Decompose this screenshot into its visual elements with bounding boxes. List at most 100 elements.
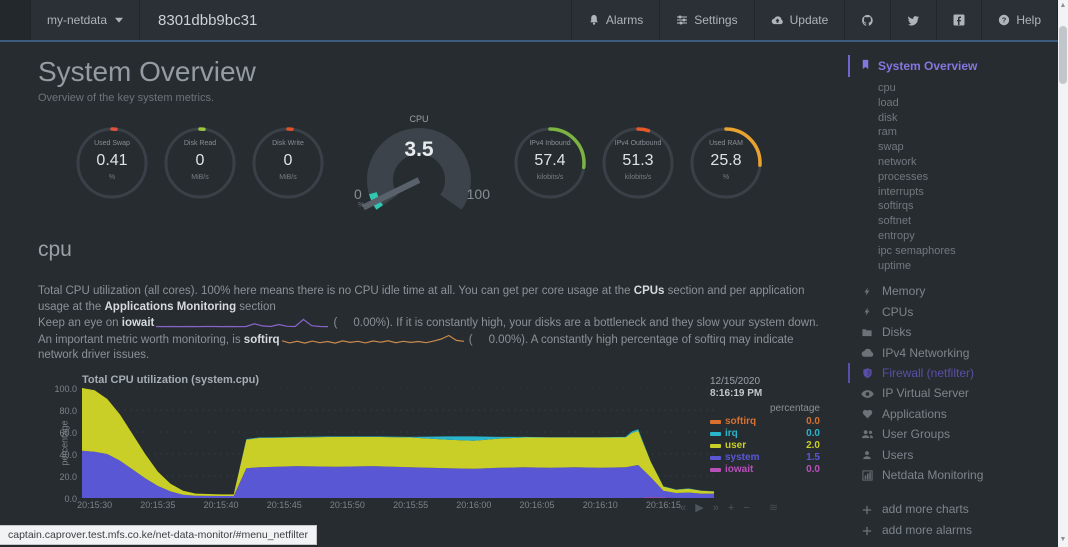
zoom-in-icon[interactable]: +: [727, 501, 735, 514]
settings-button[interactable]: Settings: [659, 0, 753, 40]
softirq-label: softirq: [243, 333, 280, 346]
chart-plot-area[interactable]: percentage 0.0 20.0 40.0 60.0 80.0 100.0 20:15…: [54, 384, 714, 510]
sidebar-item-user-groups[interactable]: User Groups: [848, 424, 1054, 444]
hostname[interactable]: 8301dbb9bc31: [139, 0, 275, 40]
legend-row-system[interactable]: system 1.5: [710, 452, 820, 464]
alarms-button[interactable]: Alarms: [570, 0, 659, 40]
ipv4-outbound-ring: [602, 127, 674, 199]
sidebar-item-memory[interactable]: Memory: [848, 281, 1054, 301]
legend-row-softirq[interactable]: softirq 0.0: [710, 416, 820, 428]
sidebar-subitem-softnet[interactable]: softnet: [878, 215, 912, 228]
svg-text:?: ?: [1002, 16, 1007, 25]
twitter-button[interactable]: [890, 0, 936, 40]
sidebar-subitem-disk[interactable]: disk: [878, 111, 898, 124]
sidebar-subitem-swap[interactable]: swap: [878, 141, 904, 154]
sidebar-item-applications[interactable]: Applications: [848, 404, 1054, 424]
sidebar-subitem-uptime[interactable]: uptime: [878, 259, 912, 272]
gauge-value: 57.4: [534, 152, 566, 169]
legend-swatch: [710, 455, 721, 460]
scroll-up-icon[interactable]: ▲: [1059, 2, 1067, 9]
x-tick-label: 20:16:00: [456, 499, 492, 510]
legend-row-user[interactable]: user 2.0: [710, 440, 820, 452]
gauge-used-ram[interactable]: Used RAM 25.8%: [682, 112, 770, 216]
sidebar-subitem-ipc-semaphores[interactable]: ipc semaphores: [878, 244, 956, 257]
sidebar-action-add-more-charts[interactable]: add more charts: [848, 499, 1054, 520]
scrollbar-thumb[interactable]: [1059, 26, 1067, 84]
gauge-unit: MiB/s: [191, 174, 209, 181]
legend-row-irq[interactable]: irq 0.0: [710, 428, 820, 440]
sidebar-subitem-processes[interactable]: processes: [878, 170, 929, 183]
forward-icon[interactable]: »: [712, 501, 719, 514]
y-tick-label: 0.0: [64, 493, 77, 504]
gauge-cpu[interactable]: CPU 3.5 0 100%: [344, 112, 494, 216]
gauge-value: 25.8: [710, 152, 742, 169]
question-icon: ?: [998, 14, 1010, 26]
update-button[interactable]: Update: [753, 0, 845, 40]
applications-monitoring-link[interactable]: Applications Monitoring: [104, 300, 237, 313]
gauge-ipv4-outbound[interactable]: IPv4 Outbound 51.3 kilobits/s: [594, 112, 682, 216]
scroll-down-icon[interactable]: ▼: [1059, 536, 1067, 543]
status-link-preview: captain.caprover.test.mfs.co.ke/net-data…: [0, 525, 317, 545]
disk-write-ring: [252, 127, 324, 199]
sidebar-action-add-more-alarms[interactable]: add more alarms: [848, 520, 1054, 541]
github-button[interactable]: [844, 0, 890, 40]
cpu-gauge-dial: [362, 127, 471, 211]
sidebar-item-ip-virtual-server[interactable]: IP Virtual Server: [848, 383, 1054, 403]
legend-series-name: irq: [725, 428, 738, 439]
y-tick-label: 20.0: [59, 471, 77, 482]
gauge-disk-write[interactable]: Disk Write 0 MiB/s: [244, 112, 332, 216]
legend-row-iowait[interactable]: iowait 0.0: [710, 464, 820, 476]
page-scrollbar[interactable]: ▲ ▼: [1058, 0, 1068, 547]
gauge-min: 0: [354, 186, 362, 202]
facebook-button[interactable]: [936, 0, 981, 40]
cpus-link[interactable]: CPUs: [633, 285, 665, 297]
legend-series-value: 2.0: [806, 440, 820, 451]
sidebar-item-cpus[interactable]: CPUs: [848, 302, 1054, 322]
play-icon[interactable]: ▶: [695, 501, 704, 514]
cpu-utilization-chart[interactable]: Total CPU utilization (system.cpu) perce…: [38, 374, 820, 516]
sidebar-subitem-softirqs[interactable]: softirqs: [878, 200, 914, 213]
x-tick-label: 20:15:45: [266, 499, 302, 510]
sidebar-nav: System Overview cpu load disk ram swap networ…: [848, 55, 1054, 541]
system-overview-label: System Overview: [878, 59, 978, 73]
gauge-value: 0.41: [96, 152, 128, 169]
x-tick-label: 20:15:30: [77, 499, 113, 510]
cpu-desc-text: section and per application usage at the: [38, 285, 805, 313]
sidebar-subitem-entropy[interactable]: entropy: [878, 229, 915, 242]
gauge-title: Disk Read: [183, 140, 217, 147]
sidebar-item-system-overview[interactable]: System Overview: [848, 55, 1054, 77]
chart-legend: 12/15/2020 8:16:19 PM percentage softirq…: [710, 376, 820, 476]
rewind-icon[interactable]: «: [680, 501, 687, 514]
sidebar-subitem-ram[interactable]: ram: [878, 126, 897, 139]
sidebar-subitem-cpu[interactable]: cpu: [878, 82, 896, 94]
github-icon: [861, 14, 874, 27]
sidebar-subitem-load[interactable]: load: [878, 96, 899, 109]
sidebar-item-firewall-netfilter-[interactable]: Firewall (netfilter): [848, 362, 1054, 384]
cpu-description: Total CPU utilization (all cores). 100% …: [38, 284, 820, 315]
gauge-value: 0: [283, 152, 293, 169]
sidebar-subitem-interrupts[interactable]: interrupts: [878, 185, 924, 198]
iowait-label: iowait: [121, 317, 155, 329]
caret-down-icon: [115, 17, 124, 23]
zoom-out-icon[interactable]: −: [743, 501, 750, 514]
gauge-value: 51.3: [622, 152, 654, 169]
sidebar-item-ipv4-networking[interactable]: IPv4 Networking: [848, 343, 1054, 363]
update-label: Update: [789, 13, 829, 27]
help-button[interactable]: ? Help: [981, 0, 1058, 40]
sidebar-item-label: IPv4 Networking: [882, 345, 970, 360]
gauge-disk-read[interactable]: Disk Read 0 MiB/s: [156, 112, 244, 216]
sidebar-item-users[interactable]: Users: [848, 445, 1054, 465]
my-netdata-menu[interactable]: my-netdata: [30, 0, 139, 40]
bolt-icon: [860, 286, 874, 297]
y-tick-label: 60.0: [59, 427, 77, 438]
sidebar-item-disks[interactable]: Disks: [848, 322, 1054, 342]
sidebar-item-netdata-monitoring[interactable]: Netdata Monitoring: [848, 465, 1054, 485]
gauge-title: CPU: [409, 114, 429, 124]
gauge-used-swap[interactable]: Used Swap 0.41%: [68, 112, 156, 216]
sidebar-subitem-network[interactable]: network: [878, 155, 917, 168]
gauge-max: 100: [466, 186, 490, 202]
gauge-ipv4-inbound[interactable]: IPv4 Inbound 57.4 kilobits/s: [506, 112, 594, 216]
sidebar-item-label: Netdata Monitoring: [882, 468, 984, 483]
resize-handle-icon[interactable]: ≋: [768, 501, 779, 514]
legend-series-value: 0.0: [806, 464, 820, 475]
